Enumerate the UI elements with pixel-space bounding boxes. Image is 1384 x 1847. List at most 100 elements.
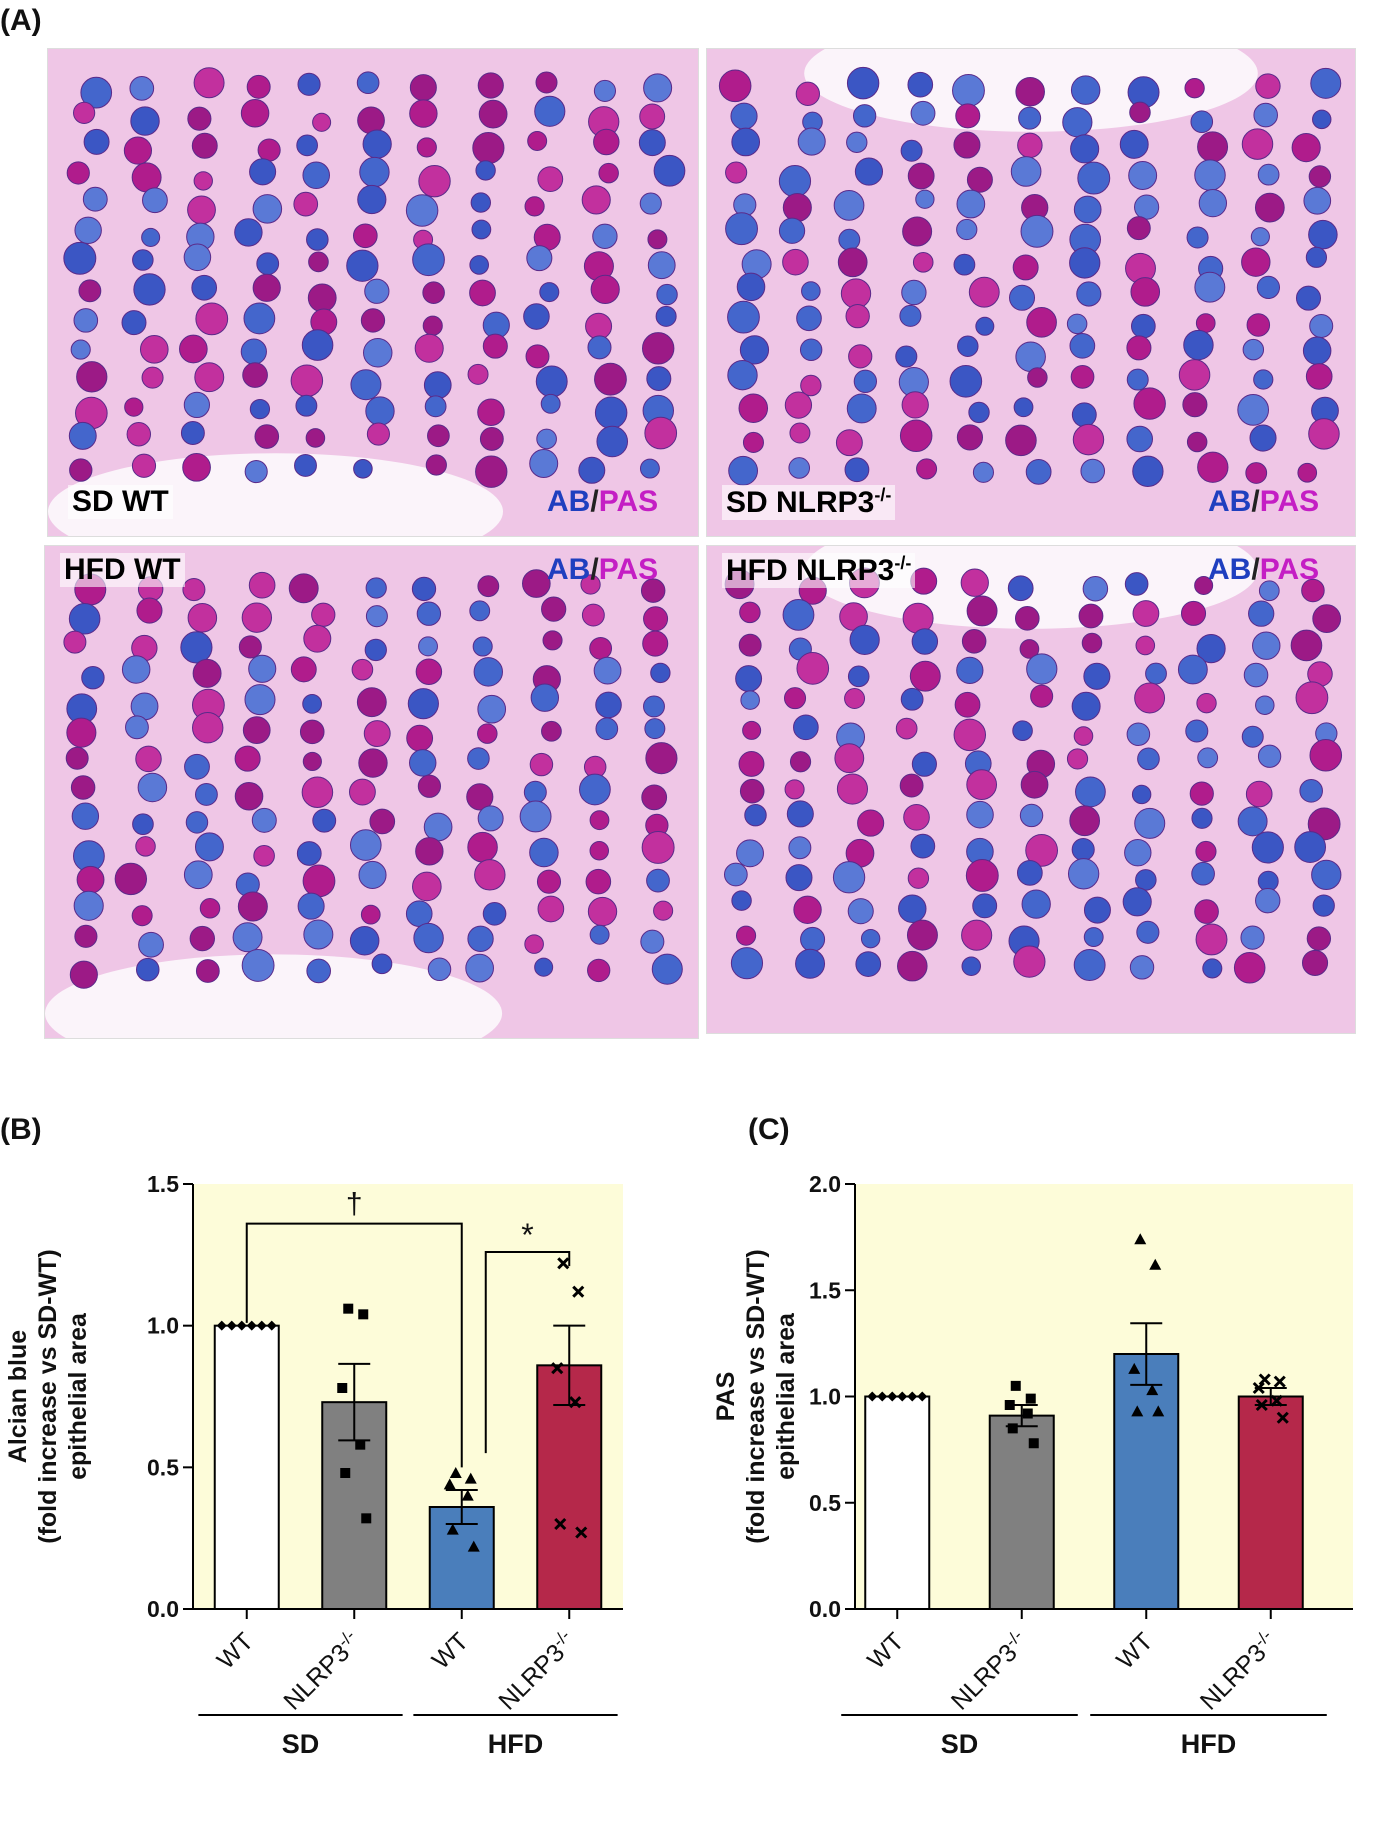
goblet-cell — [796, 305, 822, 332]
goblet-cell — [1241, 247, 1271, 277]
goblet-cell — [641, 830, 675, 864]
goblet-cell — [907, 71, 934, 98]
goblet-cell — [895, 345, 918, 368]
goblet-cell — [1070, 75, 1101, 105]
goblet-cell — [412, 243, 445, 277]
goblet-cell — [69, 458, 93, 482]
goblet-cell — [180, 421, 205, 445]
goblet-cell — [465, 953, 494, 983]
goblet-cell — [521, 569, 551, 598]
micrograph-texture — [48, 49, 698, 536]
goblet-cell — [537, 166, 564, 193]
goblet-cell — [789, 422, 811, 444]
goblet-cell — [956, 424, 984, 451]
goblet-cell — [256, 252, 280, 276]
goblet-cell — [1253, 369, 1274, 390]
goblet-cell — [359, 156, 390, 188]
goblet-cell — [901, 391, 929, 419]
goblet-cell — [844, 457, 870, 483]
goblet-cell — [653, 900, 674, 921]
goblet-cell — [303, 919, 334, 950]
data-point — [1270, 1394, 1283, 1407]
goblet-cell — [416, 601, 442, 626]
goblet-cell — [126, 422, 152, 447]
goblet-cell — [1197, 747, 1219, 769]
goblet-cell — [1255, 695, 1275, 715]
stain-sep: / — [590, 485, 599, 518]
goblet-cell — [1066, 748, 1089, 770]
goblet-cell — [194, 832, 224, 862]
goblet-cell — [1019, 803, 1044, 828]
goblet-cell — [237, 891, 268, 922]
y-tick-label: 0.0 — [809, 1596, 841, 1622]
goblet-cell — [641, 332, 675, 365]
x-tick-label: NLRP3-/- — [1193, 1626, 1283, 1716]
goblet-cell — [472, 636, 493, 657]
goblet-cell — [195, 783, 218, 806]
goblet-cell — [312, 808, 337, 833]
goblet-cell — [357, 184, 387, 215]
stain-sep: / — [1251, 553, 1260, 586]
goblet-cell — [1078, 603, 1104, 629]
goblet-cell — [353, 459, 373, 479]
goblet-cell — [249, 158, 277, 186]
data-point — [897, 1391, 908, 1402]
goblet-cell — [306, 958, 332, 984]
crypt — [832, 567, 885, 977]
goblet-cell — [1070, 134, 1100, 164]
bar — [1237, 1395, 1304, 1610]
goblet-cell — [180, 631, 213, 664]
goblet-cell — [799, 338, 823, 361]
goblet-cell — [1129, 101, 1151, 124]
x-tick-label-main: NLRP3 — [946, 1639, 1023, 1716]
crypt — [579, 574, 622, 983]
goblet-cell — [308, 251, 329, 273]
goblet-cell — [1309, 738, 1343, 772]
y-tick-label: 1.5 — [809, 1277, 841, 1303]
goblet-cell — [900, 687, 924, 711]
stain-ab: AB — [1208, 485, 1252, 518]
goblet-cell — [643, 695, 665, 718]
goblet-cell — [409, 99, 438, 128]
goblet-cell — [74, 216, 102, 245]
goblet-cell — [1020, 214, 1054, 248]
goblet-cell — [529, 837, 559, 868]
stain-legend-3: AB/PAS — [547, 553, 658, 587]
goblet-cell — [1233, 951, 1266, 984]
data-point — [256, 1320, 267, 1331]
goblet-cell — [909, 660, 941, 692]
crypt — [1178, 78, 1229, 483]
goblet-cell — [1018, 106, 1042, 130]
goblet-cell — [542, 630, 563, 651]
goblet-cell — [240, 99, 270, 128]
bar — [988, 1414, 1055, 1610]
goblet-cell — [855, 951, 882, 977]
goblet-cell — [840, 278, 872, 309]
goblet-cell — [906, 919, 938, 951]
goblet-cell — [234, 781, 264, 811]
goblet-cell — [639, 458, 660, 479]
crypt — [895, 567, 941, 982]
crypt — [718, 69, 772, 486]
goblet-cell — [1194, 575, 1214, 595]
goblet-cell — [76, 361, 108, 393]
data-point — [355, 1439, 366, 1450]
goblet-cell — [482, 333, 508, 359]
goblet-cell — [73, 890, 104, 921]
goblet-cell — [1124, 572, 1149, 596]
goblet-cell — [1309, 313, 1334, 339]
goblet-cell — [471, 219, 492, 240]
goblet-cell — [916, 458, 938, 480]
goblet-cell — [1073, 195, 1102, 224]
goblet-cell — [1295, 681, 1329, 715]
goblet-cell — [730, 102, 758, 130]
goblet-cell — [956, 656, 984, 685]
data-point — [1131, 1405, 1144, 1417]
goblet-cell — [1071, 837, 1095, 862]
goblet-cell — [580, 574, 601, 595]
goblet-cell — [356, 687, 387, 718]
goblet-cell — [1071, 691, 1101, 721]
goblet-cell — [1015, 341, 1046, 373]
goblet-cell — [425, 454, 447, 476]
goblet-cell — [1198, 188, 1228, 218]
